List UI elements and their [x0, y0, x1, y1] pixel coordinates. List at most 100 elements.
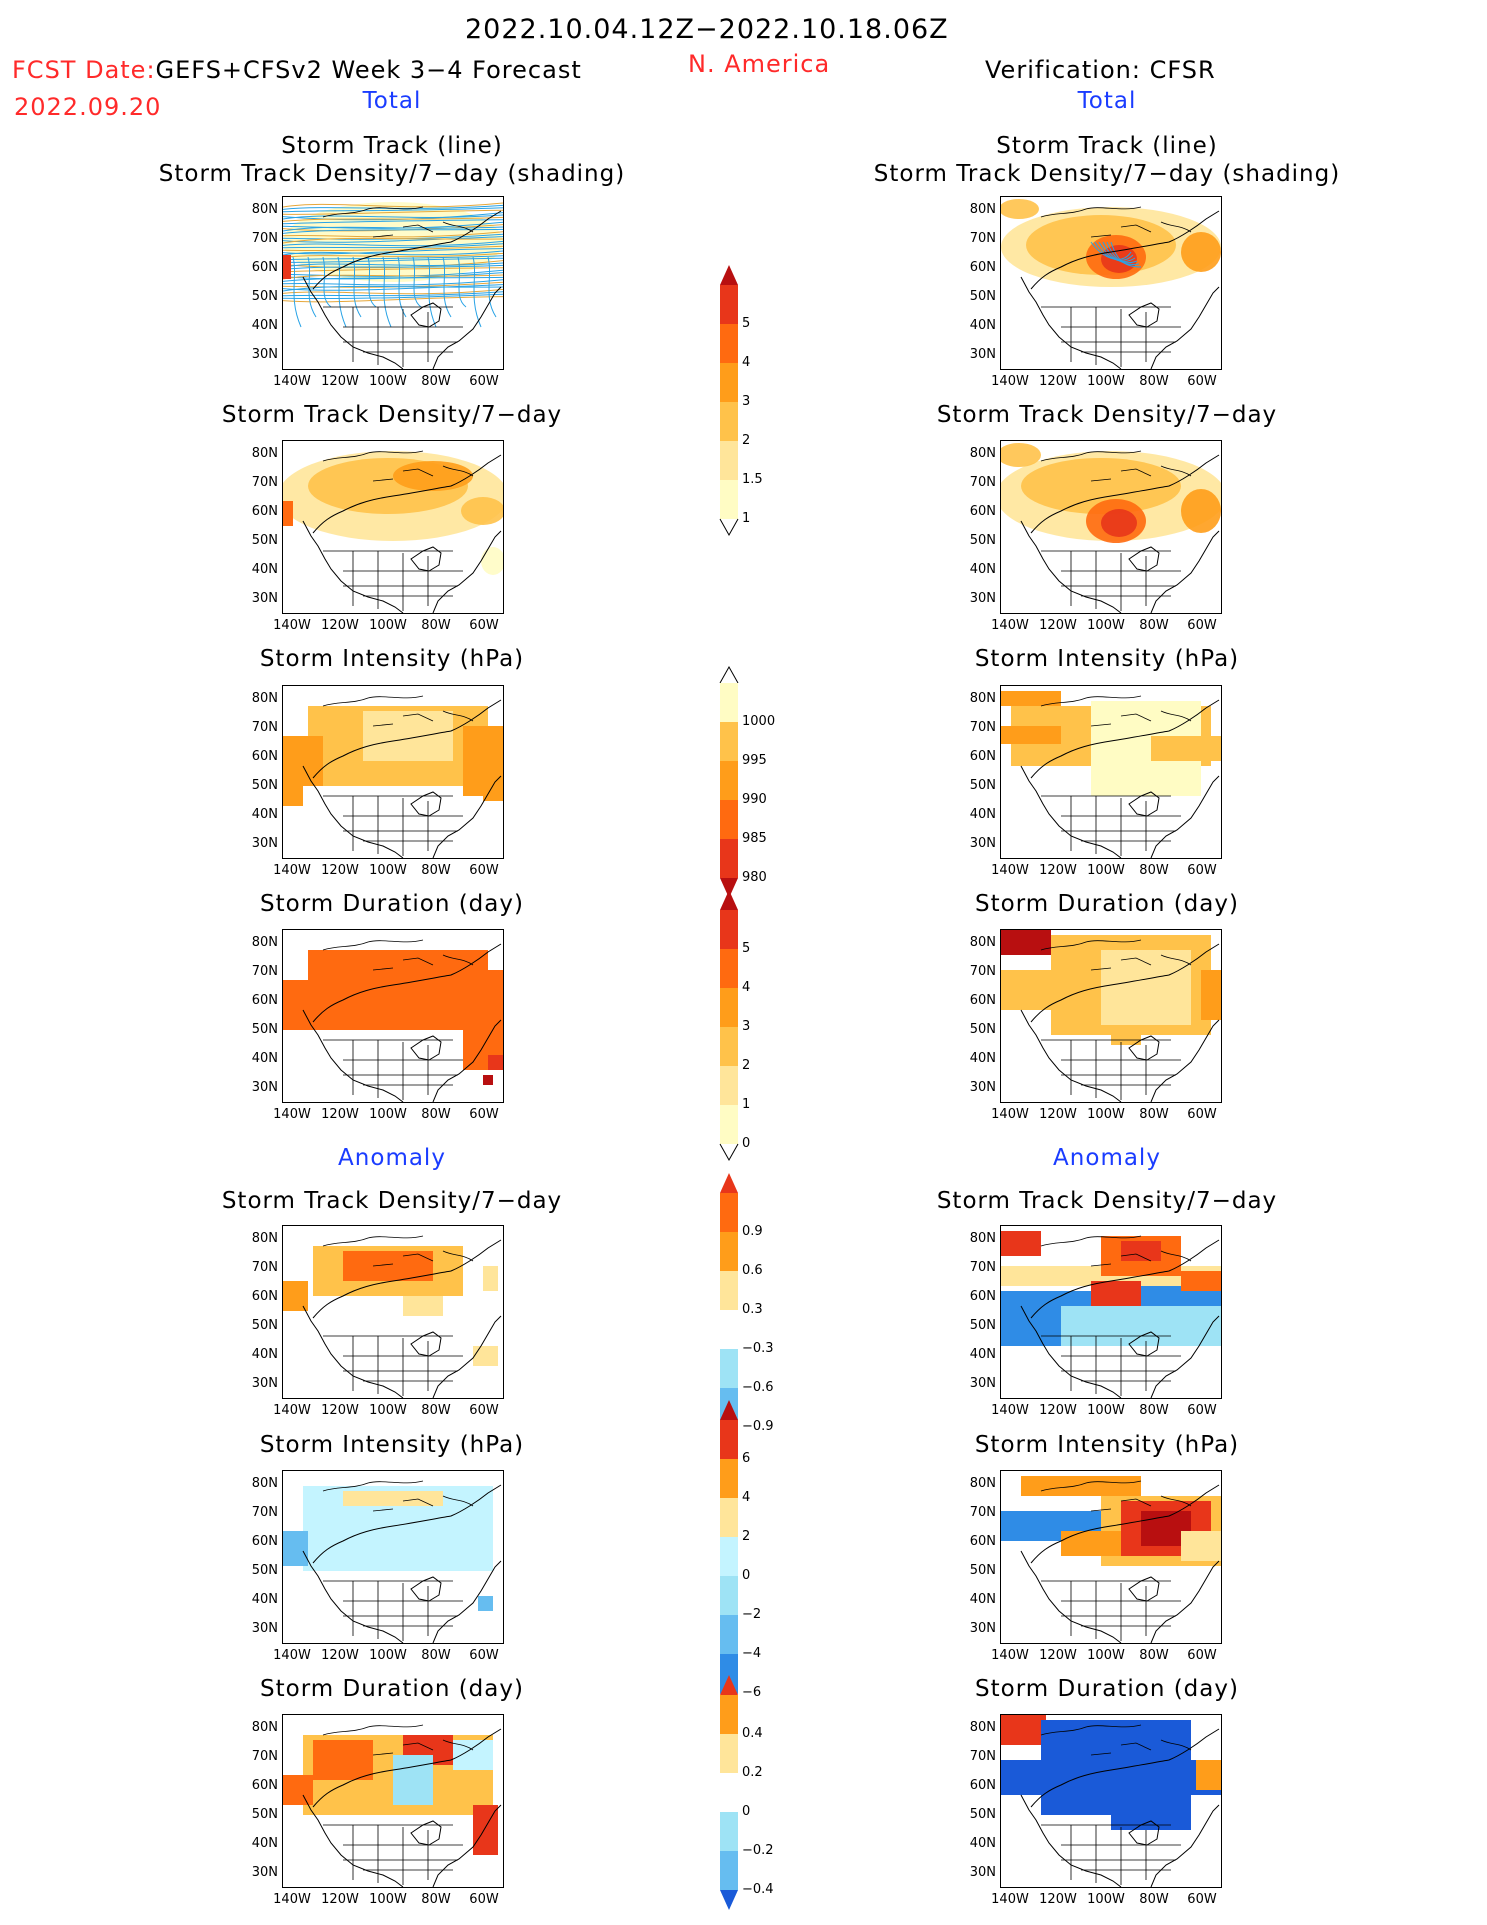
lat-tick-label: 40N — [251, 1347, 278, 1362]
lat-tick-label: 40N — [969, 562, 996, 577]
lat-tick-label: 60N — [969, 1289, 996, 1304]
lat-tick-label: 80N — [251, 691, 278, 706]
map-shading — [283, 1480, 502, 1643]
lat-tick-label: 50N — [969, 778, 996, 793]
lon-tick-label: 140W — [991, 1648, 1029, 1663]
title-track-shading: Storm Track Density/7−day (shading) — [158, 161, 626, 187]
title-track-line: Storm Track (line) — [996, 133, 1218, 159]
lon-tick-label: 120W — [321, 1892, 359, 1907]
lat-tick-label: 50N — [969, 289, 996, 304]
lat-tick-label: 60N — [969, 260, 996, 275]
lat-tick-label: 40N — [251, 1592, 278, 1607]
lon-tick-label: 80W — [421, 618, 451, 633]
lat-tick-label: 30N — [969, 836, 996, 851]
lon-tick-label: 100W — [369, 1648, 407, 1663]
lat-tick-label: 60N — [251, 993, 278, 1008]
colorbar-label: 0.3 — [742, 1302, 763, 1317]
map-density-total-verification — [1000, 440, 1222, 614]
map-shading — [283, 197, 503, 369]
lon-tick-label: 60W — [469, 863, 499, 878]
map-density-anomaly-verification — [1000, 1225, 1222, 1399]
lat-tick-label: 50N — [969, 1318, 996, 1333]
lat-tick-label: 70N — [969, 1260, 996, 1275]
lon-tick-label: 60W — [1187, 1107, 1217, 1122]
colorbar-label: 0.4 — [742, 1726, 763, 1741]
lat-tick-label: 30N — [251, 1080, 278, 1095]
colorbar-intensity-anomaly — [720, 1400, 738, 1713]
fcst-date: 2022.09.20 — [14, 93, 162, 121]
lat-tick-label: 80N — [969, 691, 996, 706]
lat-tick-label: 30N — [251, 836, 278, 851]
map-shading — [283, 939, 503, 1102]
colorbar-label: 5 — [742, 316, 751, 331]
title-duration-right: Storm Duration (day) — [975, 891, 1239, 917]
lon-tick-label: 80W — [1139, 1107, 1169, 1122]
lat-tick-label: 60N — [969, 1778, 996, 1793]
colorbar-label: 1 — [742, 511, 751, 526]
title-density-anom-left: Storm Track Density/7−day — [221, 1188, 563, 1214]
colorbar-label: −4 — [742, 1646, 762, 1661]
colorbar-label: 995 — [742, 753, 767, 768]
lon-tick-label: 100W — [369, 374, 407, 389]
lat-tick-label: 60N — [251, 260, 278, 275]
lon-tick-label: 100W — [1087, 1107, 1125, 1122]
lon-tick-label: 80W — [1139, 1403, 1169, 1418]
lat-tick-label: 50N — [969, 1807, 996, 1822]
colorbar-label: −2 — [742, 1607, 762, 1622]
map-shading — [1001, 199, 1221, 369]
colorbar-label: 4 — [742, 980, 751, 995]
title-track-left: Storm Track (line) Storm Track Density/7… — [159, 132, 625, 188]
lon-tick-label: 80W — [421, 1892, 451, 1907]
colorbar-label: 4 — [742, 1490, 751, 1505]
lat-tick-label: 70N — [251, 475, 278, 490]
lon-tick-label: 60W — [1187, 374, 1217, 389]
lat-tick-label: 80N — [251, 1720, 278, 1735]
title-track-line: Storm Track (line) — [281, 133, 503, 159]
map-density-anomaly-forecast — [282, 1225, 504, 1399]
lon-tick-label: 100W — [369, 618, 407, 633]
title-track-shading: Storm Track Density/7−day (shading) — [873, 161, 1341, 187]
lat-tick-label: 60N — [969, 1534, 996, 1549]
colorbar-label: −0.4 — [742, 1882, 774, 1897]
colorbar-duration-total — [719, 890, 739, 1162]
colorbar-label: 0.9 — [742, 1224, 763, 1239]
lat-tick-label: 30N — [969, 1376, 996, 1391]
lon-tick-label: 100W — [1087, 1892, 1125, 1907]
lon-tick-label: 60W — [469, 618, 499, 633]
section-total-left: Total — [362, 88, 422, 114]
lat-tick-label: 30N — [251, 1376, 278, 1391]
lat-tick-label: 70N — [969, 231, 996, 246]
colorbar-density-total — [719, 265, 739, 537]
title-density-right: Storm Track Density/7−day — [936, 402, 1278, 428]
lat-tick-label: 40N — [969, 318, 996, 333]
lon-tick-label: 60W — [469, 374, 499, 389]
lon-tick-label: 140W — [273, 863, 311, 878]
map-intensity-anomaly-forecast — [282, 1470, 504, 1644]
map-shading — [1001, 691, 1221, 858]
lon-tick-label: 120W — [1039, 1403, 1077, 1418]
colorbar-label: 1 — [742, 1097, 751, 1112]
title-density-left: Storm Track Density/7−day — [221, 402, 563, 428]
lon-tick-label: 120W — [1039, 618, 1077, 633]
lat-tick-label: 30N — [969, 1621, 996, 1636]
lon-tick-label: 80W — [421, 863, 451, 878]
lat-tick-label: 40N — [251, 1836, 278, 1851]
lon-tick-label: 120W — [1039, 1892, 1077, 1907]
lon-tick-label: 140W — [273, 1648, 311, 1663]
title-intensity-anom-right: Storm Intensity (hPa) — [974, 1432, 1240, 1458]
lat-tick-label: 30N — [251, 591, 278, 606]
lon-tick-label: 120W — [321, 863, 359, 878]
lat-tick-label: 50N — [251, 1563, 278, 1578]
lat-tick-label: 50N — [251, 778, 278, 793]
lat-tick-label: 30N — [969, 347, 996, 362]
lat-tick-label: 70N — [251, 720, 278, 735]
lat-tick-label: 60N — [969, 749, 996, 764]
lat-tick-label: 40N — [969, 1347, 996, 1362]
lat-tick-label: 80N — [251, 1231, 278, 1246]
map-shading — [1001, 1476, 1221, 1643]
lon-tick-label: 140W — [273, 1892, 311, 1907]
lon-tick-label: 120W — [1039, 863, 1077, 878]
lon-tick-label: 140W — [991, 618, 1029, 633]
lon-tick-label: 140W — [991, 374, 1029, 389]
lat-tick-label: 50N — [969, 533, 996, 548]
